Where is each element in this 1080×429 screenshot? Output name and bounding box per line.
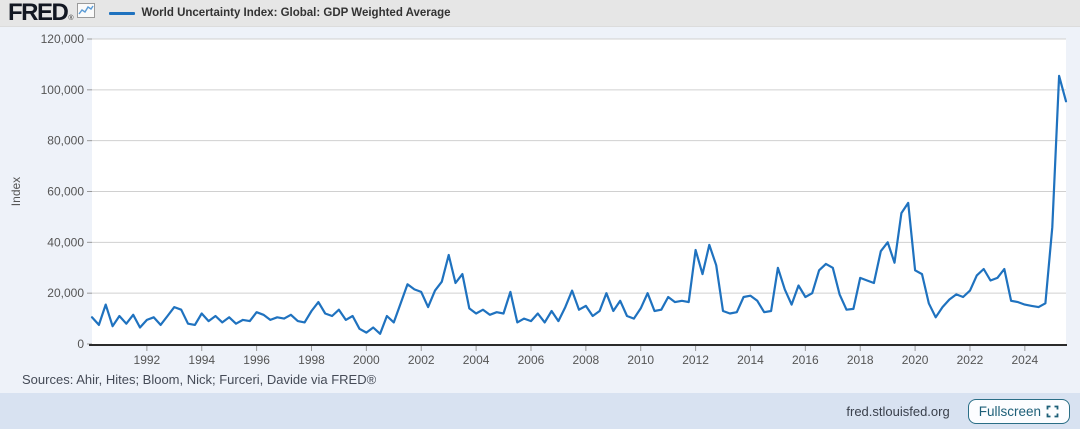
fullscreen-button[interactable]: Fullscreen xyxy=(967,398,1070,424)
x-tick-label: 2020 xyxy=(902,353,929,367)
x-tick-label: 2008 xyxy=(573,353,600,367)
x-tick-label: 2018 xyxy=(847,353,874,367)
fred-logo[interactable]: FRED ® xyxy=(8,0,95,26)
x-tick-label: 2022 xyxy=(957,353,984,367)
x-tick-label: 1996 xyxy=(243,353,270,367)
y-tick-label: 80,000 xyxy=(47,134,84,148)
x-tick-label: 2024 xyxy=(1011,353,1038,367)
x-tick-label: 2000 xyxy=(353,353,380,367)
x-tick-label: 1994 xyxy=(188,353,215,367)
y-tick-label: 100,000 xyxy=(41,83,85,97)
site-link[interactable]: fred.stlouisfed.org xyxy=(846,403,950,419)
legend: World Uncertainty Index: Global: GDP Wei… xyxy=(108,7,451,19)
fullscreen-label: Fullscreen xyxy=(978,403,1041,419)
sources-text: Sources: Ahir, Hites; Bloom, Nick; Furce… xyxy=(22,372,377,387)
line-chart[interactable]: 0 20,000 40,000 60,000 80,000 100,000 120,000 1… xyxy=(0,27,1080,393)
x-tick-label: 2002 xyxy=(408,353,435,367)
x-tick-label: 1992 xyxy=(134,353,161,367)
chart-region: 0 20,000 40,000 60,000 80,000 100,000 120,000 1… xyxy=(0,27,1080,393)
x-tick-label: 2014 xyxy=(737,353,764,367)
fred-logo-text: FRED xyxy=(8,0,69,26)
x-tick-label: 2004 xyxy=(463,353,490,367)
x-tick-label: 2010 xyxy=(627,353,654,367)
legend-line-swatch xyxy=(108,11,135,15)
expand-icon xyxy=(1046,405,1059,418)
x-tick-label: 2006 xyxy=(518,353,545,367)
x-tick-label: 2016 xyxy=(792,353,819,367)
y-tick-label: 60,000 xyxy=(47,185,84,199)
y-tick-label: 120,000 xyxy=(41,32,85,46)
y-tick-label: 20,000 xyxy=(47,286,84,300)
registered-mark: ® xyxy=(68,15,74,22)
x-tick-label: 1998 xyxy=(298,353,325,367)
y-tick-label: 40,000 xyxy=(47,235,84,249)
footer-bar: fred.stlouisfed.org Fullscreen xyxy=(0,393,1080,429)
legend-label: World Uncertainty Index: Global: GDP Wei… xyxy=(141,7,451,19)
y-axis-title: Index xyxy=(9,177,23,206)
x-tick-label: 2012 xyxy=(682,353,709,367)
chart-line xyxy=(90,74,1068,335)
header-bar: FRED ® World Uncertainty Index: Global: … xyxy=(0,0,1080,27)
line-chart-icon xyxy=(76,3,95,23)
y-tick-label: 0 xyxy=(77,337,84,351)
